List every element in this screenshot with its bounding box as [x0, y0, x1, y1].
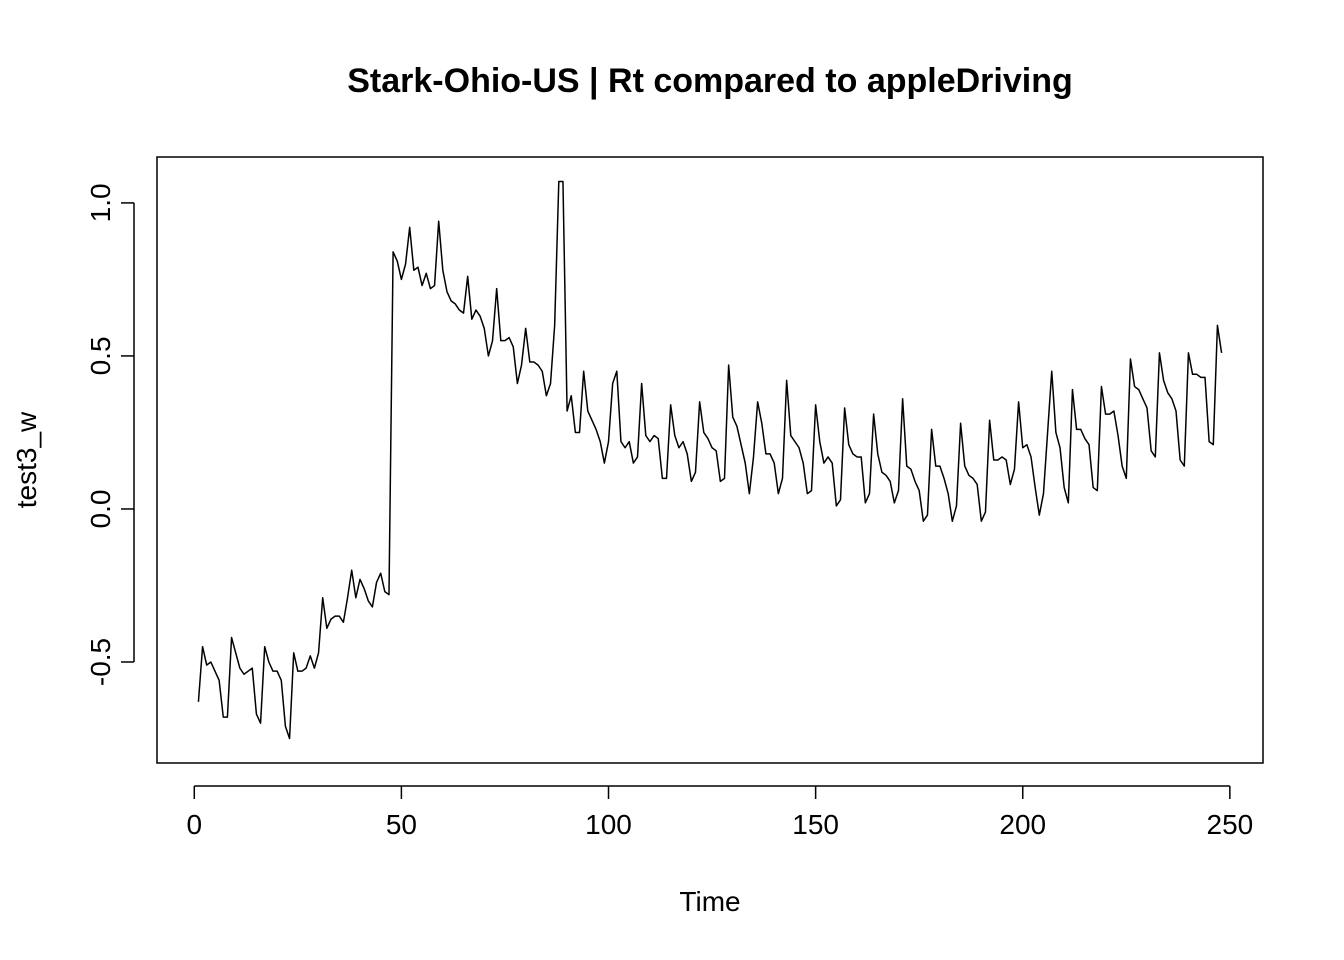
y-axis-label: test3_w: [11, 411, 42, 508]
x-tick-label: 0: [186, 809, 202, 840]
series-line: [197, 180, 1223, 740]
x-tick-label: 250: [1207, 809, 1254, 840]
x-tick-label: 50: [386, 809, 417, 840]
y-tick-label: 0.0: [85, 490, 116, 529]
y-tick-label: 1.0: [85, 183, 116, 222]
x-tick-label: 200: [999, 809, 1046, 840]
x-tick-label: 100: [585, 809, 632, 840]
chart-title: Stark-Ohio-US | Rt compared to appleDriv…: [347, 62, 1073, 100]
x-axis: 0 50 100 150 200 250: [186, 785, 1254, 840]
y-tick-label: -0.5: [85, 638, 116, 686]
x-tick-label: 150: [792, 809, 839, 840]
x-axis-label: Time: [679, 886, 740, 917]
plot-frame: [156, 156, 1264, 764]
y-tick-label: 0.5: [85, 336, 116, 375]
y-axis: -0.5 0.0 0.5 1.0: [85, 183, 135, 686]
